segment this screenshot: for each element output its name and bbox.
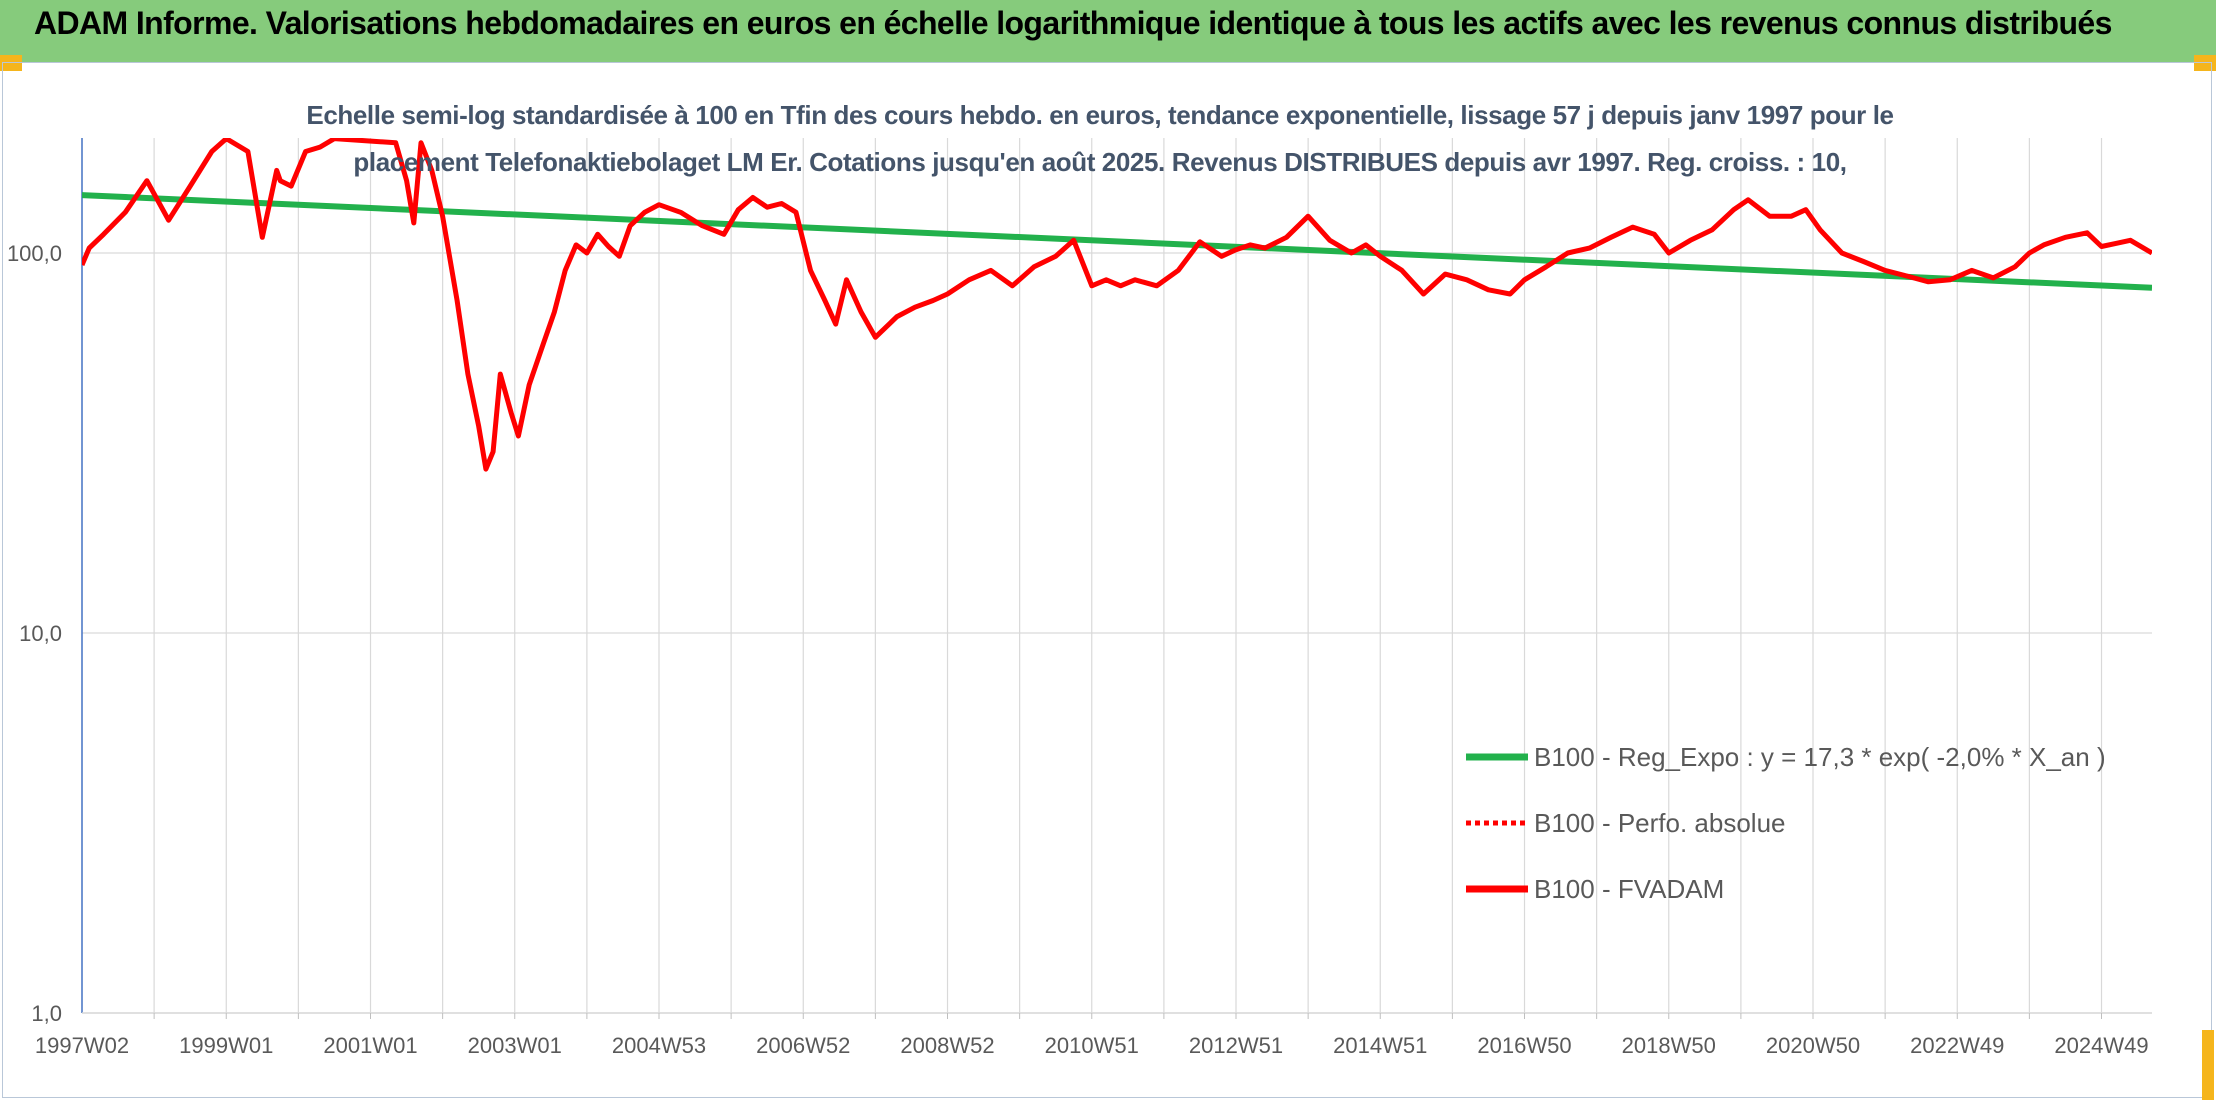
x-tick-label: 2020W50 xyxy=(1766,1033,1860,1058)
grid-lines xyxy=(82,138,2152,1014)
x-tick-label: 2004W53 xyxy=(612,1033,706,1058)
x-tick-label: 2022W49 xyxy=(1910,1033,2004,1058)
chart-frame xyxy=(2,62,2212,1098)
x-tick-label: 2006W52 xyxy=(756,1033,850,1058)
chart-title: Echelle semi-log standardisée à 100 en T… xyxy=(160,92,2040,186)
x-tick-labels: 1997W02 1999W01 2001W01 2003W01 2004W53 2006W… xyxy=(35,1033,2149,1058)
y-tick-label: 10,0 xyxy=(19,621,62,646)
y-tick-labels: 1,0 10,0 100,0 xyxy=(7,241,62,1026)
x-tick-label: 2003W01 xyxy=(468,1033,562,1058)
chart-title-line-2: placement Telefonaktiebolaget LM Er. Cot… xyxy=(353,147,1847,177)
x-tick-label: 1999W01 xyxy=(179,1033,273,1058)
corner-marker-right xyxy=(2194,55,2216,71)
x-tick-label: 2024W49 xyxy=(2054,1033,2148,1058)
x-tick-label: 2014W51 xyxy=(1333,1033,1427,1058)
x-tick-label: 2012W51 xyxy=(1189,1033,1283,1058)
report-banner: ADAM Informe. Valorisations hebdomadaire… xyxy=(0,0,2216,62)
corner-marker-left xyxy=(0,55,22,71)
x-tick-label: 2018W50 xyxy=(1622,1033,1716,1058)
x-tick-label: 2016W50 xyxy=(1477,1033,1571,1058)
x-tick-label: 2010W51 xyxy=(1045,1033,1139,1058)
series-line-fvadam xyxy=(82,138,2152,472)
report-title: ADAM Informe. Valorisations hebdomadaire… xyxy=(34,5,2112,41)
legend: B100 - Reg_Expo : y = 17,3 * exp( -2,0% … xyxy=(1466,742,2106,904)
chart-title-line-1: Echelle semi-log standardisée à 100 en T… xyxy=(306,100,1894,130)
y-tick-label: 1,0 xyxy=(31,1001,62,1026)
edge-marker xyxy=(2202,1030,2214,1100)
series-line-reg-expo xyxy=(82,192,2152,291)
legend-label: B100 - Reg_Expo : y = 17,3 * exp( -2,0% … xyxy=(1534,742,2106,772)
series-lines xyxy=(82,138,2152,472)
axes xyxy=(81,138,2152,1019)
x-tick-label: 2008W52 xyxy=(900,1033,994,1058)
legend-label: B100 - Perfo. absolue xyxy=(1534,808,1786,838)
x-tick-label: 2001W01 xyxy=(323,1033,417,1058)
legend-label: B100 - FVADAM xyxy=(1534,874,1724,904)
x-tick-label: 1997W02 xyxy=(35,1033,129,1058)
y-tick-label: 100,0 xyxy=(7,241,62,266)
